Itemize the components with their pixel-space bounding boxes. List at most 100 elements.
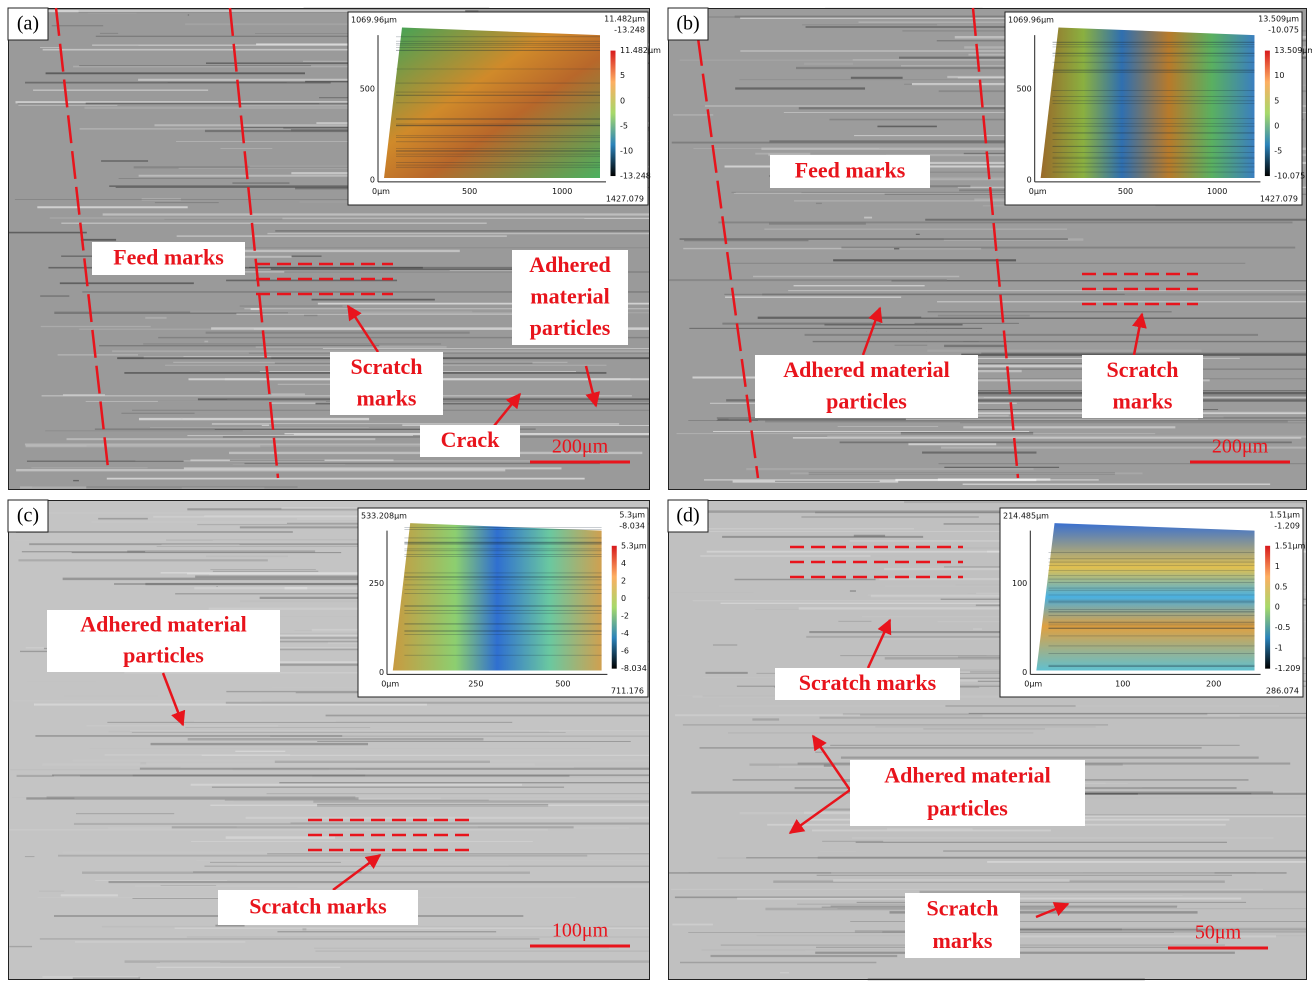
colorbar-label: 2 xyxy=(621,576,626,585)
inset-y-tick: 0 xyxy=(1022,668,1027,677)
colorbar-label: -13.248 xyxy=(620,172,651,181)
scale-bar-label: 50μm xyxy=(1195,922,1242,944)
annotation: marks xyxy=(933,928,993,953)
annotation: Feed marks xyxy=(795,158,906,183)
annotation: material xyxy=(530,284,609,309)
colorbar-label: 0 xyxy=(1275,603,1280,612)
colorbar-label: -6 xyxy=(621,647,629,656)
inset-x-end: 1427.079 xyxy=(1260,195,1298,204)
inset-y-tick: 500 xyxy=(1016,85,1031,94)
surface xyxy=(1036,523,1254,670)
inset: 1069.96μm 11.482μm -13.248 500 0 0μm 500 1000 14… xyxy=(348,12,661,205)
colorbar-label: -0.5 xyxy=(1275,623,1291,632)
colorbar-label: -10 xyxy=(620,146,633,155)
inset-y-tick: 250 xyxy=(369,579,384,588)
inset-top-left: 214.485μm xyxy=(1003,512,1049,521)
colorbar-label: -1 xyxy=(1275,644,1283,653)
inset-x-tick: 1000 xyxy=(1207,187,1227,196)
colorbar-label: -2 xyxy=(621,612,629,621)
colorbar-label: 0 xyxy=(1274,121,1279,130)
inset-x-tick: 0μm xyxy=(1029,187,1047,196)
colorbar-label: 5 xyxy=(620,71,625,80)
inset-x-end: 286.074 xyxy=(1266,687,1299,696)
colorbar-label: 1.51μm xyxy=(1275,541,1306,550)
colorbar xyxy=(1265,546,1270,669)
inset-y-tick: 0 xyxy=(379,668,384,677)
inset-x-tick: 100 xyxy=(1115,679,1130,688)
annotation: marks xyxy=(1113,388,1173,413)
annotation: marks xyxy=(357,385,417,410)
panel-label: (b) xyxy=(676,13,699,35)
inset-top-right: -1.209 xyxy=(1274,522,1300,531)
panel-label: (a) xyxy=(17,13,39,35)
inset-x-tick: 250 xyxy=(468,679,483,688)
colorbar-label: 4 xyxy=(621,559,626,568)
colorbar xyxy=(611,51,616,176)
inset-top-left: 533.208μm xyxy=(361,512,407,521)
annotation: Scratch marks xyxy=(249,894,387,919)
inset-x-tick: 0μm xyxy=(381,679,399,688)
annotation: Adhered xyxy=(529,252,611,277)
panel: (b) Feed marks Adhered material particles Sc… xyxy=(668,8,1312,490)
inset-x-tick: 500 xyxy=(1118,187,1133,196)
inset: 1069.96μm 13.509μm -10.075 500 0 0μm 500 1000 14… xyxy=(1005,12,1312,205)
colorbar-label: 11.482μm xyxy=(620,46,661,55)
colorbar-label: 5.3μm xyxy=(621,541,647,550)
panel-label: (d) xyxy=(676,505,699,527)
figure: (a) Feed marks Scratch marks Adhered material… xyxy=(0,0,1312,984)
colorbar-label: -5 xyxy=(620,121,628,130)
inset-x-tick: 500 xyxy=(555,679,570,688)
colorbar-label: 5 xyxy=(1274,96,1279,105)
inset-top-left: 1069.96μm xyxy=(1008,16,1054,25)
colorbar-label: -5 xyxy=(1274,146,1282,155)
colorbar xyxy=(1265,51,1270,176)
inset-y-tick: 0 xyxy=(370,175,375,184)
annotation: Adhered material xyxy=(80,612,246,637)
annotation: Scratch xyxy=(1106,357,1178,382)
annotation: particles xyxy=(826,388,907,413)
inset-y-tick: 500 xyxy=(360,85,375,94)
panel-label: (c) xyxy=(17,505,39,527)
annotation: Scratch xyxy=(926,895,998,920)
inset: 533.208μm 5.3μm -8.034 250 0 0μm 250 500 711.176… xyxy=(358,508,648,697)
panel: (d) Scratch marks Adhered material particle… xyxy=(668,500,1307,980)
colorbar-label: 13.509μm xyxy=(1274,46,1312,55)
scale-bar-label: 200μm xyxy=(1212,436,1269,458)
inset-top-right: 11.482μm xyxy=(604,15,645,24)
annotation: particles xyxy=(530,315,611,340)
surface xyxy=(393,523,602,670)
inset-top-right: -10.075 xyxy=(1268,26,1299,35)
scale-bar-label: 200μm xyxy=(552,436,609,458)
inset-x-end: 711.176 xyxy=(611,687,644,696)
colorbar-label: 10 xyxy=(1274,71,1284,80)
annotation: Adhered material xyxy=(884,763,1050,788)
inset-top-right: 5.3μm xyxy=(619,511,645,520)
annotation: particles xyxy=(927,796,1008,821)
inset-x-tick: 200 xyxy=(1206,679,1221,688)
inset-x-tick: 0μm xyxy=(372,187,390,196)
colorbar-label: 0.5 xyxy=(1275,582,1288,591)
inset-top-right: 1.51μm xyxy=(1269,511,1300,520)
panel: (c) Adhered material particles Scratch mark… xyxy=(8,500,650,980)
annotation: Scratch xyxy=(350,354,422,379)
colorbar-label: -8.034 xyxy=(621,664,647,673)
inset-x-tick: 500 xyxy=(462,187,477,196)
annotation: particles xyxy=(123,643,204,668)
inset-top-right: -13.248 xyxy=(614,26,645,35)
inset-x-end: 1427.079 xyxy=(606,195,644,204)
annotation: Scratch marks xyxy=(799,670,937,695)
inset-y-tick: 0 xyxy=(1027,175,1032,184)
inset-top-left: 1069.96μm xyxy=(351,16,397,25)
colorbar-label: 0 xyxy=(621,594,626,603)
inset-x-tick: 1000 xyxy=(552,187,572,196)
panel: (a)Feed marksScratchmarksAdheredmaterial… xyxy=(8,8,661,490)
inset-x-tick: 0μm xyxy=(1024,679,1042,688)
colorbar-label: -4 xyxy=(621,629,629,638)
colorbar-label: 0 xyxy=(620,96,625,105)
annotation: Adhered material xyxy=(783,357,949,382)
inset-top-right: -8.034 xyxy=(619,522,645,531)
inset-top-right: 13.509μm xyxy=(1258,15,1299,24)
scale-bar-label: 100μm xyxy=(552,920,609,942)
annotation: Crack xyxy=(441,427,500,452)
